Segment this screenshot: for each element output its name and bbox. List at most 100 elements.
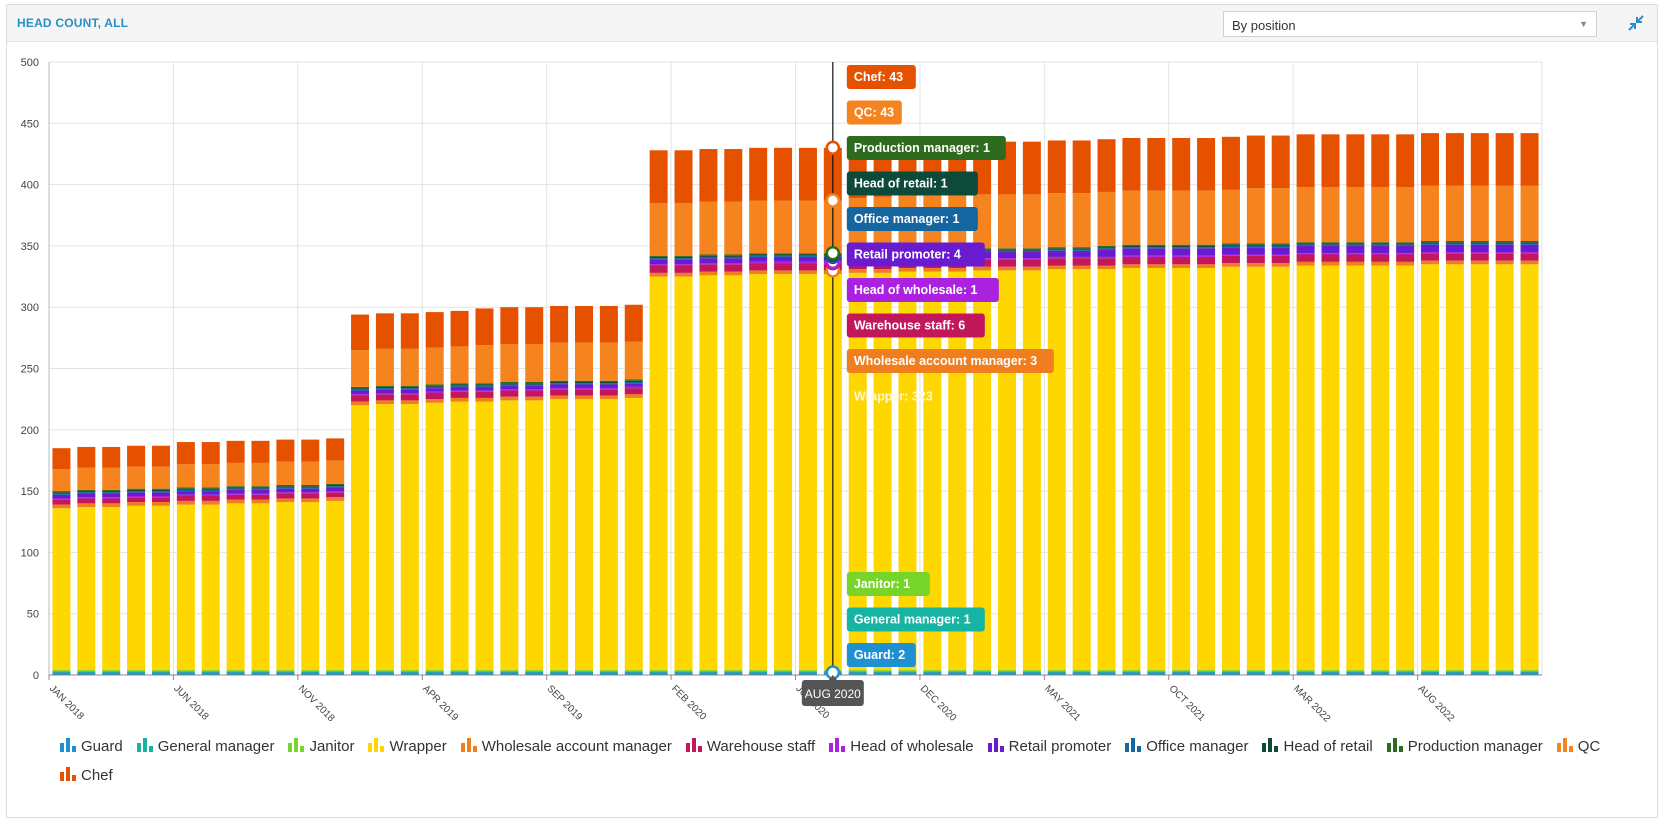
legend-item[interactable]: QC — [1556, 732, 1600, 761]
bar-segment — [798, 255, 817, 257]
bar-segment — [848, 269, 867, 273]
tooltip-label-text: Wholesale account manager: 3 — [854, 354, 1037, 368]
group-by-select[interactable]: By position ▼ — [1223, 11, 1597, 37]
bar-segment — [1271, 243, 1290, 245]
bar-segment — [525, 385, 544, 390]
bar-segment — [525, 400, 544, 671]
bar-segment — [923, 267, 942, 272]
bar-segment — [1022, 252, 1041, 259]
bar-segment — [276, 493, 295, 499]
legend-item[interactable]: Wholesale account manager — [460, 732, 672, 761]
bar-segment — [251, 440, 270, 463]
bar-segment — [326, 460, 345, 484]
bar-segment — [1097, 249, 1116, 257]
bar-segment — [52, 504, 71, 509]
bar-segment — [998, 248, 1017, 250]
bar-segment — [176, 488, 195, 490]
bar-segment — [1520, 672, 1539, 675]
bar-segment — [326, 500, 345, 671]
bar-segment — [1097, 191, 1116, 246]
bar-segment — [1321, 187, 1340, 243]
legend-label: Guard — [81, 738, 123, 755]
legend-item[interactable]: Guard — [60, 732, 123, 761]
bar-segment — [624, 394, 643, 398]
legend-item[interactable]: Janitor — [288, 732, 354, 761]
bar-chart-icon — [1262, 738, 1279, 752]
bar-segment — [500, 381, 519, 384]
bar-segment — [351, 394, 370, 396]
bar-segment — [1047, 248, 1066, 250]
bar-segment — [1072, 250, 1091, 257]
bar-segment — [724, 263, 743, 265]
bar-segment — [201, 494, 220, 497]
bar-segment — [375, 389, 394, 394]
bar-segment — [500, 343, 519, 382]
bar-segment — [326, 484, 345, 487]
bar-segment — [1346, 670, 1365, 672]
bar-segment — [151, 489, 170, 492]
bar-segment — [1022, 250, 1041, 253]
tooltip-label-text: Production manager: 1 — [854, 141, 990, 155]
legend-item[interactable]: Office manager — [1125, 732, 1248, 761]
x-tick-label: OCT 2021 — [1167, 683, 1208, 724]
bar-segment — [674, 255, 693, 257]
bar-segment — [1520, 252, 1539, 254]
bar-segment — [326, 487, 345, 492]
legend-label: Head of wholesale — [850, 738, 974, 755]
bar-stack — [127, 445, 146, 675]
legend-label: General manager — [157, 738, 275, 755]
x-tick-label: NOV 2018 — [296, 683, 337, 724]
bar-segment — [1271, 188, 1290, 244]
bar-segment — [948, 671, 967, 673]
bar-segment — [77, 670, 96, 672]
bar-segment — [674, 264, 693, 266]
bar-segment — [599, 384, 618, 389]
bar-segment — [724, 254, 743, 256]
legend-item[interactable]: General manager — [136, 732, 275, 761]
tooltip-label-box — [846, 643, 916, 667]
bar-segment — [1172, 671, 1191, 673]
y-tick-label: 450 — [21, 118, 39, 130]
legend-item[interactable]: Head of wholesale — [829, 732, 974, 761]
bar-segment — [1197, 670, 1216, 672]
bar-segment — [774, 670, 793, 672]
bar-segment — [301, 484, 320, 487]
bar-segment — [749, 200, 768, 254]
bar-chart-icon — [829, 738, 846, 752]
bar-segment — [1047, 256, 1066, 259]
bar-stack — [649, 150, 668, 675]
legend-label: Warehouse staff — [706, 738, 816, 755]
tooltip-marker — [825, 246, 841, 261]
bar-segment — [201, 487, 220, 489]
bar-segment — [599, 381, 618, 384]
legend-item[interactable]: Retail promoter — [987, 732, 1111, 761]
bar-segment — [1047, 247, 1066, 249]
bar-segment — [649, 276, 668, 671]
bar-segment — [276, 672, 295, 675]
bar-segment — [276, 486, 295, 488]
bar-segment — [251, 489, 270, 494]
bar-segment — [1246, 247, 1265, 255]
bar-segment — [351, 390, 370, 395]
bar-segment — [301, 498, 320, 503]
bar-segment — [724, 256, 743, 259]
legend-item[interactable]: Wrapper — [368, 732, 447, 761]
bar-segment — [375, 672, 394, 675]
legend-item[interactable]: Warehouse staff — [685, 732, 816, 761]
bar-segment — [326, 671, 345, 673]
bar-chart-icon — [288, 738, 305, 752]
bar-segment — [1172, 248, 1191, 256]
bar-segment — [1022, 141, 1041, 195]
bar-segment — [1346, 243, 1365, 245]
x-tick-label: FEB 2020 — [669, 683, 709, 723]
bar-stack — [624, 304, 643, 675]
bar-stack — [699, 149, 718, 675]
legend-item[interactable]: Chef — [60, 761, 113, 790]
bar-segment — [500, 385, 519, 390]
legend-item[interactable]: Head of retail — [1262, 732, 1373, 761]
bar-stack — [375, 313, 394, 675]
bar-stack — [1246, 135, 1265, 675]
collapse-arrows-icon[interactable] — [1627, 14, 1645, 32]
legend-item[interactable]: Production manager — [1386, 732, 1543, 761]
bar-segment — [375, 671, 394, 673]
